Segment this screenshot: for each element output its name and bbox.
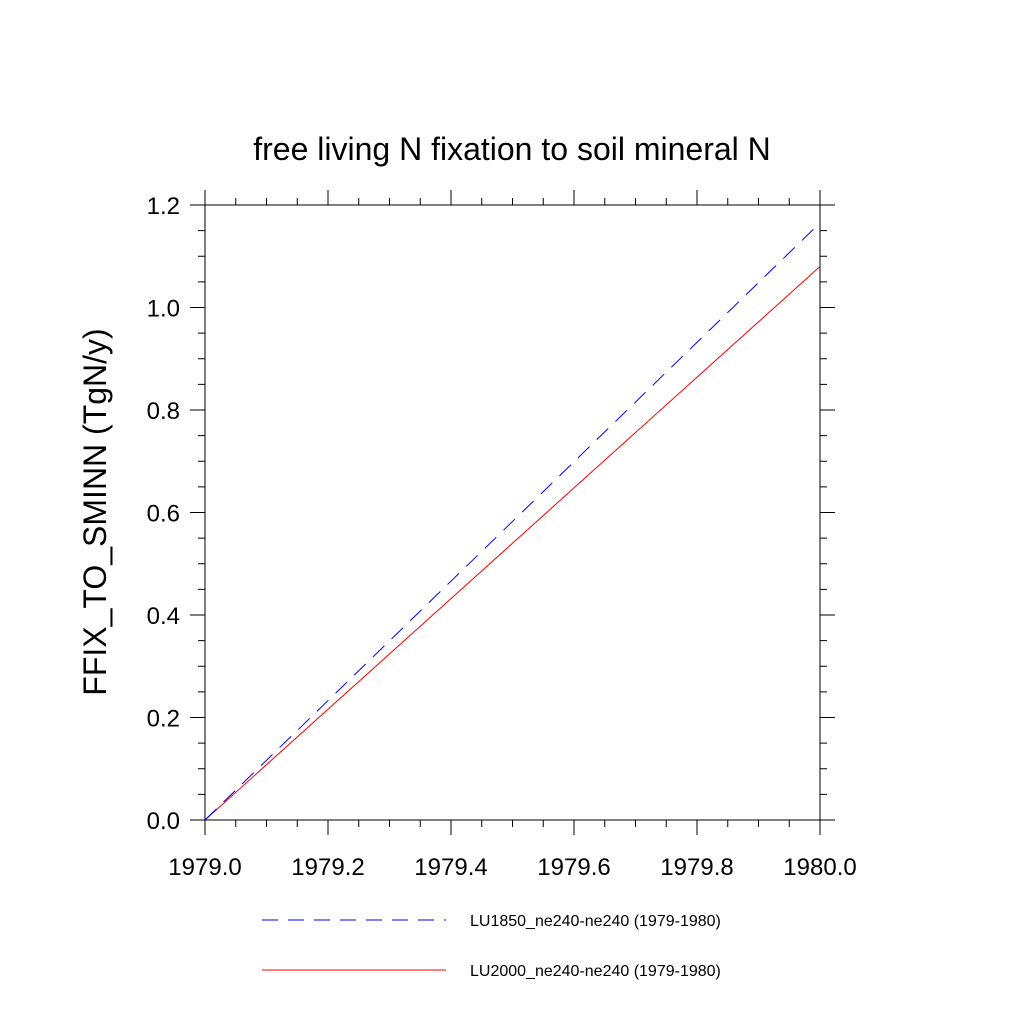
y-tick-label: 0.8 — [147, 398, 180, 425]
x-tick-label: 1980.0 — [783, 854, 856, 881]
legend: LU1850_ne240-ne240 (1979-1980) LU2000_ne2… — [262, 913, 721, 980]
x-tick-label: 1979.0 — [168, 854, 241, 881]
x-tick-label: 1979.8 — [660, 854, 733, 881]
x-tick-label: 1979.4 — [414, 854, 487, 881]
series-line-1 — [204, 266, 821, 821]
legend-label-1: LU2000_ne240-ne240 (1979-1980) — [470, 963, 721, 980]
y-tick-label: 0.0 — [147, 808, 180, 835]
y-tick-label: 0.4 — [147, 603, 180, 630]
y-tick-label: 1.2 — [147, 193, 180, 220]
x-tick-label: 1979.2 — [291, 854, 364, 881]
x-tick-label: 1979.6 — [537, 854, 610, 881]
legend-label-0: LU1850_ne240-ne240 (1979-1980) — [470, 913, 721, 930]
series-line-0 — [204, 222, 821, 821]
series-lines — [204, 222, 821, 821]
y-tick-label: 1.0 — [147, 296, 180, 323]
y-tick-label: 0.2 — [147, 706, 180, 733]
axis-ticks — [190, 190, 835, 835]
axis-tick-labels: 1979.0 1979.2 1979.4 1979.6 1979.8 1980.0 0.0 0… — [147, 193, 857, 881]
y-axis-label: FFIX_TO_SMINN (TgN/y) — [77, 328, 113, 695]
chart-title: free living N fixation to soil mineral N — [253, 131, 771, 167]
plot-border — [204, 204, 821, 821]
y-tick-label: 0.6 — [147, 501, 180, 528]
plot-frame — [204, 204, 821, 821]
